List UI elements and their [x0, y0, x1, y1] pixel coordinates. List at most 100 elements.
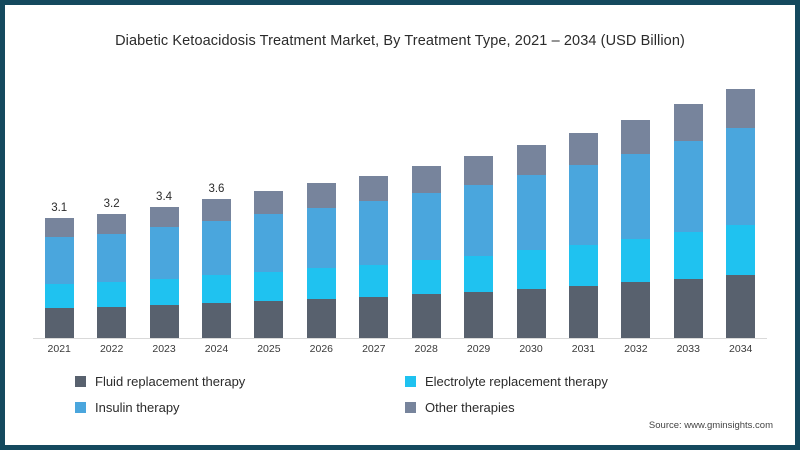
bar-segment-other[interactable]	[359, 175, 389, 202]
bar-segment-electro[interactable]	[359, 264, 389, 298]
bar-segment-fluid[interactable]	[201, 303, 231, 338]
bar-segment-fluid[interactable]	[621, 282, 651, 338]
bar-segment-insulin[interactable]	[464, 185, 494, 256]
legend-label: Insulin therapy	[95, 399, 180, 415]
stacked-bar[interactable]	[726, 88, 756, 338]
x-axis-tick-2021: 2021	[47, 343, 71, 355]
stacked-bar[interactable]: 3.1	[44, 202, 74, 338]
bar-segment-other[interactable]	[621, 119, 651, 154]
bar-column	[714, 83, 766, 338]
bar-segment-fluid[interactable]	[673, 278, 703, 338]
bar-segment-insulin[interactable]	[97, 234, 127, 283]
stacked-bar[interactable]: 3.6	[201, 183, 231, 338]
bar-segment-electro[interactable]	[464, 255, 494, 293]
bar-segment-insulin[interactable]	[568, 164, 598, 245]
bar-segment-other[interactable]	[411, 166, 441, 193]
bar-segment-insulin[interactable]	[201, 220, 231, 276]
bar-segment-other[interactable]	[44, 218, 74, 238]
legend-item-electrolyte[interactable]: Electrolyte replacement therapy	[405, 368, 735, 394]
x-axis-line	[33, 338, 767, 339]
bar-segment-insulin[interactable]	[306, 207, 336, 269]
bar-segment-other[interactable]	[149, 206, 179, 228]
stacked-bar[interactable]: 3.2	[97, 198, 127, 338]
bar-segment-fluid[interactable]	[306, 298, 336, 338]
bar-segment-other[interactable]	[254, 191, 284, 215]
bar-segment-insulin[interactable]	[621, 153, 651, 239]
bar-segment-fluid[interactable]	[568, 285, 598, 338]
bar-segment-other[interactable]	[201, 198, 231, 221]
bar-segment-electro[interactable]	[306, 268, 336, 299]
stacked-bar[interactable]	[411, 166, 441, 338]
bar-segment-electro[interactable]	[97, 282, 127, 308]
bar-column	[400, 83, 452, 338]
legend-item-insulin[interactable]: Insulin therapy	[75, 394, 405, 420]
stacked-bar[interactable]	[464, 156, 494, 338]
stacked-bar[interactable]	[621, 119, 651, 338]
bar-segment-insulin[interactable]	[726, 127, 756, 225]
bar-segment-fluid[interactable]	[464, 292, 494, 338]
bar-segment-electro[interactable]	[516, 250, 546, 289]
legend-item-other[interactable]: Other therapies	[405, 394, 735, 420]
bar-column	[662, 83, 714, 338]
bar-column	[557, 83, 609, 338]
legend-swatch-icon	[75, 375, 86, 387]
stacked-bar[interactable]	[254, 191, 284, 338]
stacked-bar[interactable]	[359, 175, 389, 338]
bar-segment-fluid[interactable]	[149, 304, 179, 338]
bar-segment-fluid[interactable]	[254, 300, 284, 338]
bar-segment-insulin[interactable]	[516, 174, 546, 251]
bar-segment-other[interactable]	[516, 144, 546, 175]
bar-segment-other[interactable]	[306, 183, 336, 208]
bar-segment-other[interactable]	[673, 104, 703, 141]
bar-segment-electro[interactable]	[149, 278, 179, 305]
bar-column: 3.4	[138, 83, 190, 338]
bar-segment-electro[interactable]	[673, 231, 703, 279]
bar-segment-insulin[interactable]	[359, 201, 389, 265]
bar-segment-electro[interactable]	[44, 283, 74, 308]
bar-segment-electro[interactable]	[621, 238, 651, 283]
x-axis-tick-2027: 2027	[362, 343, 386, 355]
stacked-bar[interactable]	[673, 104, 703, 338]
x-axis-tick-2031: 2031	[571, 343, 596, 355]
plot-area: 3.1 3.2 3.4 3.6	[33, 83, 767, 338]
bar-segment-insulin[interactable]	[411, 192, 441, 260]
x-axis-tick-2026: 2026	[309, 343, 333, 355]
bar-value-label: 3.6	[208, 182, 225, 195]
bar-segment-electro[interactable]	[411, 259, 441, 295]
bar-segment-other[interactable]	[726, 88, 756, 128]
bar-segment-insulin[interactable]	[149, 227, 179, 279]
bar-value-label: 3.2	[103, 198, 120, 211]
bar-segment-fluid[interactable]	[359, 297, 389, 338]
source-attribution: Source: www.gminsights.com	[648, 420, 773, 431]
bar-segment-insulin[interactable]	[673, 140, 703, 232]
x-axis-tick-2024: 2024	[204, 343, 229, 355]
stacked-bar[interactable]	[568, 133, 598, 338]
bar-segment-insulin[interactable]	[44, 237, 74, 284]
bar-segment-fluid[interactable]	[726, 274, 756, 338]
stacked-bar[interactable]	[516, 144, 546, 338]
bar-segment-other[interactable]	[464, 156, 494, 186]
legend-swatch-icon	[75, 401, 86, 413]
stacked-bar[interactable]	[306, 183, 336, 338]
bar-segment-fluid[interactable]	[411, 294, 441, 338]
bar-segment-other[interactable]	[97, 214, 127, 235]
bar-segment-electro[interactable]	[201, 275, 231, 304]
x-axis-tick-2033: 2033	[676, 343, 700, 355]
bar-segment-fluid[interactable]	[516, 288, 546, 338]
legend-label: Electrolyte replacement therapy	[425, 373, 608, 389]
bar-segment-fluid[interactable]	[97, 307, 127, 338]
x-axis-tick-2034: 2034	[729, 343, 753, 355]
legend-label: Fluid replacement therapy	[95, 373, 246, 389]
bar-segment-fluid[interactable]	[44, 307, 74, 338]
legend-item-fluid[interactable]: Fluid replacement therapy	[75, 368, 405, 394]
bar-column: 3.2	[85, 83, 137, 338]
bar-column	[295, 83, 347, 338]
bar-segment-other[interactable]	[568, 133, 598, 165]
bar-segment-electro[interactable]	[254, 271, 284, 301]
stacked-bar[interactable]: 3.4	[149, 191, 179, 338]
figure-inner: Diabetic Ketoacidosis Treatment Market, …	[5, 5, 795, 445]
bar-segment-electro[interactable]	[568, 244, 598, 286]
bar-segment-electro[interactable]	[726, 224, 756, 275]
bar-segment-insulin[interactable]	[254, 214, 284, 272]
x-axis-tick-2028: 2028	[414, 343, 438, 355]
